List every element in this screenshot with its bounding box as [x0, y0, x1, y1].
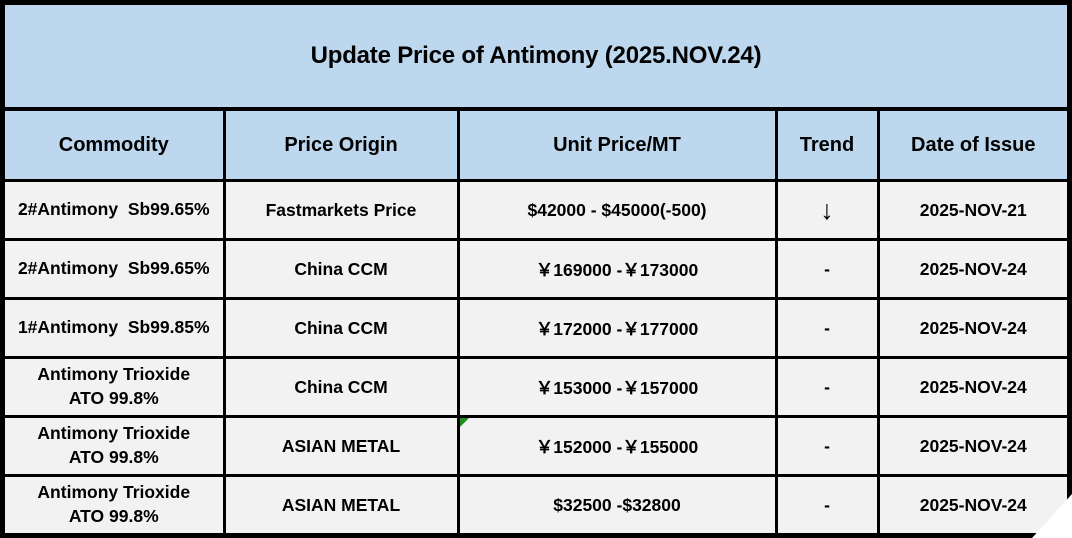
origin-cell: ASIAN METAL	[222, 415, 460, 477]
origin-cell: ASIAN METAL	[222, 474, 460, 533]
price-cell: ￥152000 -￥155000	[456, 415, 778, 477]
table-row: Antimony Trioxide ATO 99.8% ASIAN METAL …	[5, 415, 1067, 477]
column-header-trend: Trend	[774, 111, 880, 182]
title-band: Update Price of Antimony (2025.NOV.24)	[5, 5, 1067, 111]
origin-cell: Fastmarkets Price	[222, 179, 460, 241]
commodity-cell: 1#Antimony Sb99.85%	[5, 297, 226, 359]
date-cell: 2025-NOV-24	[876, 297, 1067, 359]
table-row: Antimony Trioxide ATO 99.8% China CCM ￥1…	[5, 356, 1067, 418]
column-header-date-of-issue: Date of Issue	[876, 111, 1067, 182]
trend-cell: -	[774, 474, 880, 533]
column-header-commodity: Commodity	[5, 111, 226, 182]
trend-cell: -	[774, 297, 880, 359]
date-cell: 2025-NOV-24	[876, 238, 1067, 300]
origin-cell: China CCM	[222, 356, 460, 418]
table-row: 2#Antimony Sb99.65% Fastmarkets Price $4…	[5, 179, 1067, 241]
price-value: ￥152000 -￥155000	[535, 436, 699, 457]
price-cell: $42000 - $45000(-500)	[456, 179, 778, 241]
price-cell: ￥153000 -￥157000	[456, 356, 778, 418]
table-row: 1#Antimony Sb99.85% China CCM ￥172000 -￥…	[5, 297, 1067, 359]
column-header-price-origin: Price Origin	[222, 111, 460, 182]
commodity-cell: 2#Antimony Sb99.65%	[5, 238, 226, 300]
commodity-cell: Antimony Trioxide ATO 99.8%	[5, 474, 226, 533]
date-cell: 2025-NOV-24	[876, 356, 1067, 418]
table-row: Antimony Trioxide ATO 99.8% ASIAN METAL …	[5, 474, 1067, 533]
commodity-cell: 2#Antimony Sb99.65%	[5, 179, 226, 241]
cell-comment-marker-icon	[461, 419, 469, 427]
date-cell: 2025-NOV-24	[876, 415, 1067, 477]
origin-cell: China CCM	[222, 238, 460, 300]
commodity-cell: Antimony Trioxide ATO 99.8%	[5, 415, 226, 477]
trend-cell: -	[774, 356, 880, 418]
page-title: Update Price of Antimony (2025.NOV.24)	[310, 42, 762, 69]
price-cell: ￥169000 -￥173000	[456, 238, 778, 300]
date-cell: 2025-NOV-21	[876, 179, 1067, 241]
commodity-cell: Antimony Trioxide ATO 99.8%	[5, 356, 226, 418]
price-cell: ￥172000 -￥177000	[456, 297, 778, 359]
trend-cell: -	[774, 415, 880, 477]
origin-cell: China CCM	[222, 297, 460, 359]
price-cell: $32500 -$32800	[456, 474, 778, 533]
trend-cell: ↓	[774, 179, 880, 241]
column-header-unit-price: Unit Price/MT	[456, 111, 778, 182]
trend-cell: -	[774, 238, 880, 300]
arrow-down-icon: ↓	[820, 194, 834, 225]
antimony-price-table: Commodity Price Origin Unit Price/MT Tre…	[5, 111, 1067, 533]
date-cell: 2025-NOV-24	[876, 474, 1067, 533]
table-row: 2#Antimony Sb99.65% China CCM ￥169000 -￥…	[5, 238, 1067, 300]
header-row: Commodity Price Origin Unit Price/MT Tre…	[5, 111, 1067, 182]
